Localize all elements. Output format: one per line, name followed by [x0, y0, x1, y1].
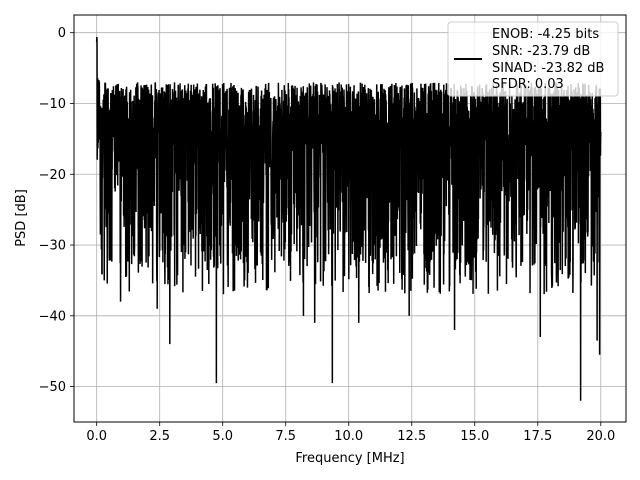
x-tick-label: 2.5 [149, 429, 170, 444]
y-tick-label: −20 [39, 168, 66, 183]
legend-box [447, 21, 619, 97]
x-tick-label: 5.0 [212, 429, 233, 444]
legend-line-sinad: SINAD: -23.82 dB [492, 61, 604, 76]
y-tick-label: −50 [39, 380, 66, 395]
legend-line-enob: ENOB: -4.25 bits [492, 27, 599, 42]
x-tick-label: 20.0 [586, 429, 615, 444]
x-tick-label: 17.5 [523, 429, 552, 444]
x-axis-label: Frequency [MHz] [295, 451, 404, 466]
x-tick-label: 7.5 [275, 429, 296, 444]
y-axis-label: PSD [dB] [14, 189, 29, 247]
axes-frame [73, 14, 627, 423]
psd-series-line [95, 36, 602, 401]
y-tick-label: −10 [39, 97, 66, 112]
x-tick-label: 15.0 [460, 429, 489, 444]
y-tick-label: −40 [39, 309, 66, 324]
x-tick-label: 0.0 [86, 429, 107, 444]
legend-line-sfdr: SFDR: 0.03 [492, 77, 564, 92]
legend: ENOB: -4.25 bits SNR: -23.79 dB SINAD: -… [447, 21, 619, 97]
x-tick-label: 10.0 [334, 429, 363, 444]
legend-line-snr: SNR: -23.79 dB [492, 44, 590, 59]
y-tick-label: 0 [58, 26, 66, 41]
y-axis: 0 −10 −20 −30 −40 −50 [39, 26, 74, 395]
plot-area [95, 36, 602, 401]
x-tick-label: 12.5 [397, 429, 426, 444]
y-tick-label: −30 [39, 239, 66, 254]
x-axis: 0.0 2.5 5.0 7.5 10.0 12.5 15.0 17.5 20.0 [86, 422, 615, 444]
